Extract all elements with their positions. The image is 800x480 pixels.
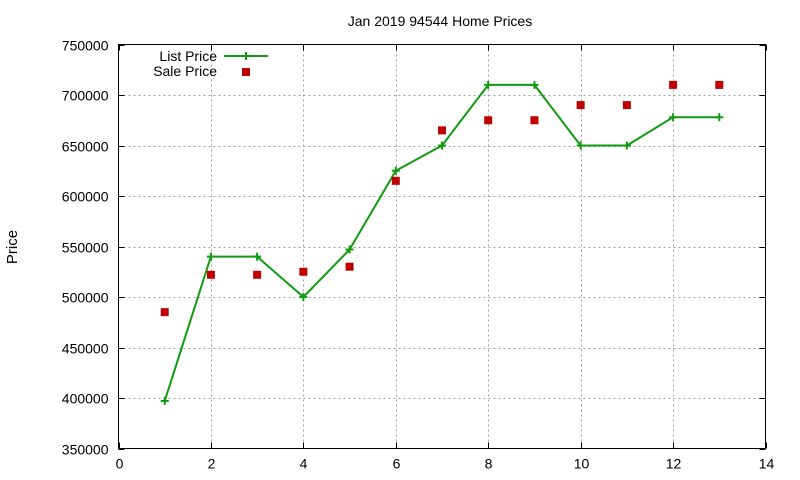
- x-tick-label: 10: [574, 456, 590, 472]
- list-price-point: [530, 80, 539, 89]
- list-price-point: [622, 141, 631, 150]
- y-tick-label: 600000: [62, 189, 109, 205]
- x-tick-label: 14: [759, 456, 775, 472]
- ticks-layer: 0 2 4 6 8 10 12 14 350000 400000 450000 500000 55000…: [62, 38, 775, 472]
- x-tick-label: 12: [666, 456, 682, 472]
- list-price-point: [253, 252, 262, 261]
- legend-label-list-price: List Price: [159, 48, 217, 64]
- x-tick-label: 0: [116, 456, 124, 472]
- list-price-point: [391, 166, 400, 175]
- sale-price-point: [345, 262, 354, 271]
- y-tick-label: 750000: [62, 38, 109, 54]
- sale-price-point: [160, 308, 169, 317]
- list-price-point: [484, 80, 493, 89]
- legend-marker-list-price: [242, 52, 250, 60]
- y-tick-label: 700000: [62, 88, 109, 104]
- list-price-point: [576, 141, 585, 150]
- series-layer: [160, 80, 724, 406]
- y-tick-label: 350000: [62, 442, 109, 458]
- plot-frame: [118, 44, 766, 449]
- y-axis-label: Price: [4, 230, 21, 264]
- list-price-point: [160, 397, 169, 406]
- list-price-point: [299, 293, 308, 301]
- sale-price-point: [253, 270, 262, 279]
- sale-price-point: [391, 176, 400, 185]
- grid-layer: [118, 44, 766, 449]
- list-price-point: [438, 141, 446, 150]
- list-price-point: [669, 113, 678, 122]
- x-tick-label: 8: [485, 456, 493, 472]
- legend-label-sale-price: Sale Price: [153, 63, 217, 79]
- legend: List Price Sale Price: [153, 48, 268, 79]
- sale-price-point: [622, 101, 631, 110]
- y-tick-label: 500000: [62, 290, 109, 306]
- y-tick-label: 550000: [62, 240, 109, 256]
- legend-marker-sale-price: [242, 68, 250, 76]
- chart-title: Jan 2019 94544 Home Prices: [348, 13, 532, 29]
- y-tick-label: 450000: [62, 341, 109, 357]
- list-price-point: [206, 252, 215, 261]
- sale-price-point: [576, 101, 585, 110]
- y-tick-label: 400000: [62, 391, 109, 407]
- sale-price-point: [206, 270, 215, 279]
- x-tick-label: 4: [300, 456, 308, 472]
- sale-price-point: [669, 80, 678, 89]
- sale-price-point: [530, 116, 539, 125]
- sale-price-point: [715, 80, 724, 89]
- sale-price-point: [484, 116, 493, 125]
- list-price-point: [715, 113, 724, 122]
- sale-price-point: [438, 126, 446, 135]
- y-tick-label: 650000: [62, 139, 109, 155]
- list-price-point: [345, 245, 354, 254]
- sale-price-point: [299, 267, 308, 276]
- x-tick-label: 6: [393, 456, 401, 472]
- x-tick-label: 2: [208, 456, 216, 472]
